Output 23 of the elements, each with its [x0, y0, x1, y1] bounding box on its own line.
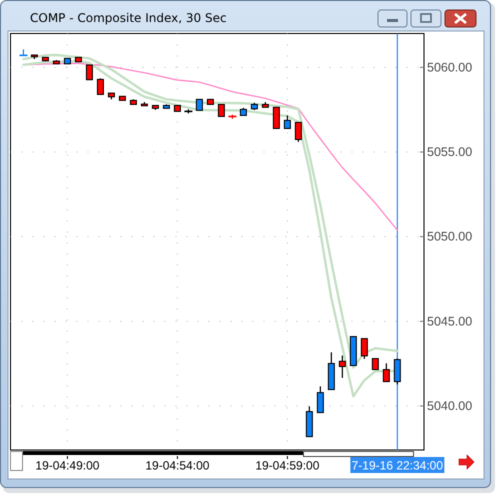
x-tick-label: 19-04:59:00 [255, 458, 320, 472]
candlestick [338, 354, 346, 378]
chart-title: COMP - Composite Index, 30 Sec [30, 11, 227, 25]
candlestick [360, 338, 368, 360]
y-tick-label: 5055.00 [427, 145, 472, 160]
candlestick [316, 386, 324, 414]
candlestick [218, 104, 225, 117]
y-tick-label: 5050.00 [427, 230, 472, 244]
candlestick [394, 358, 401, 386]
candlestick [382, 362, 390, 382]
candlestick [284, 114, 291, 130]
x-tick-label: 7-19-16 22:34:00 [352, 458, 444, 472]
candlestick [372, 358, 379, 370]
y-tick-label: 5060.00 [427, 60, 472, 74]
candlestick [294, 122, 302, 142]
candlestick [272, 106, 280, 129]
candlestick [86, 64, 93, 80]
x-tick-label: 19-04:49:00 [35, 458, 100, 472]
y-tick-label: 5045.00 [427, 314, 472, 328]
x-tick-label: 19-04:54:00 [145, 458, 210, 472]
candlestick [96, 78, 104, 96]
candlestick [196, 98, 203, 111]
y-tick-label: 5040.00 [427, 398, 472, 413]
